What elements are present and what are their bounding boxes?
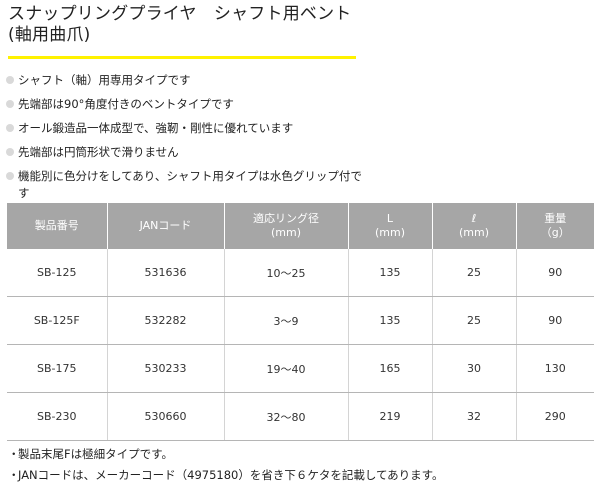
product-title-line2: (軸用曲爪) [8,25,91,45]
table-header-row: 製品番号 JANコード 適応リング径 (mm) L (mm) ℓ (mm) 重量 （g） [7,203,594,249]
note-item: ・製品末尾Fは極細タイプです。 [8,445,593,463]
feature-list: シャフト（軸）用専用タイプです 先端部は90°角度付きのベントタイプです オール… [6,72,586,209]
feature-text: 機能別に色分けをしてあり、シャフト用タイプは水色グリップ付です [18,169,362,200]
cell-length-l: 135 [348,296,433,345]
header-product-number: 製品番号 [7,203,108,249]
feature-text: 先端部は円筒形状で滑りません [18,145,179,159]
table-row: SB-230 530660 32～80 219 32 290 [7,392,594,441]
cell-length-l: 165 [348,344,433,393]
bullet-dot-icon [6,76,14,84]
header-ring-diameter: 適応リング径 (mm) [224,203,349,249]
cell-ring-diameter: 32～80 [224,392,349,441]
cell-length-l: 135 [348,249,433,297]
header-unit: （g） [540,226,570,239]
bullet-dot-icon [6,100,14,108]
header-unit: (mm) [374,226,405,239]
header-label: 適応リング径 [253,212,319,225]
cell-tip-length: 30 [432,344,517,393]
note-bullet: ・ [8,468,20,482]
header-unit: (mm) [458,226,489,239]
cell-jan-code: 531636 [107,249,225,297]
cell-ring-diameter: 10～25 [224,249,349,297]
header-length-l: L (mm) [348,203,433,249]
title-underline [8,56,356,59]
header-weight: 重量 （g） [516,203,594,249]
feature-item: 機能別に色分けをしてあり、シャフト用タイプは水色グリップ付です [6,168,373,202]
cell-length-l: 219 [348,392,433,441]
feature-item: シャフト（軸）用専用タイプです [6,72,586,89]
feature-item: 先端部は90°角度付きのベントタイプです [6,96,586,113]
note-bullet: ・ [8,447,20,461]
header-label: L [386,212,394,225]
feature-item: オール鍛造品一体成型で、強靭・剛性に優れています [6,120,586,137]
feature-item: 先端部は円筒形状で滑りません [6,144,586,161]
table-row: SB-125F 532282 3～9 135 25 90 [7,296,594,345]
spec-table: 製品番号 JANコード 適応リング径 (mm) L (mm) ℓ (mm) 重量 （g）… [7,203,594,441]
cell-tip-length: 25 [432,249,517,297]
cell-weight: 90 [516,296,594,345]
cell-weight: 290 [516,392,594,441]
bullet-dot-icon [6,148,14,156]
cell-ring-diameter: 3～9 [224,296,349,345]
feature-text: シャフト（軸）用専用タイプです [18,73,191,87]
note-item: ・JANコードは、メーカーコード（4975180）を省き下６ケタを記載してありま… [8,466,593,484]
cell-tip-length: 32 [432,392,517,441]
table-row: SB-175 530233 19～40 165 30 130 [7,344,594,393]
header-label: 重量 [544,212,567,225]
cell-jan-code: 532282 [107,296,225,345]
cell-tip-length: 25 [432,296,517,345]
cell-product-number: SB-230 [7,392,108,441]
cell-jan-code: 530233 [107,344,225,393]
cell-weight: 90 [516,249,594,297]
cell-jan-code: 530660 [107,392,225,441]
header-unit: (mm) [270,226,301,239]
header-label: ℓ [471,212,477,225]
feature-text: 先端部は90°角度付きのベントタイプです [18,97,234,111]
note-text: JANコードは、メーカーコード（4975180）を省き下６ケタを記載してあります… [18,468,444,482]
header-tip-length: ℓ (mm) [432,203,517,249]
cell-ring-diameter: 19～40 [224,344,349,393]
notes-list: ・製品末尾Fは極細タイプです。 ・JANコードは、メーカーコード（4975180… [8,445,593,487]
cell-weight: 130 [516,344,594,393]
note-text: 製品末尾Fは極細タイプです。 [18,447,173,461]
header-label: JANコード [139,219,192,232]
feature-text: オール鍛造品一体成型で、強靭・剛性に優れています [18,121,294,135]
cell-product-number: SB-125 [7,249,108,297]
product-title: スナップリングプライヤ シャフト用ベント (軸用曲爪) [8,4,568,46]
product-title-line1: スナップリングプライヤ シャフト用ベント [8,4,352,24]
header-jan-code: JANコード [107,203,225,249]
bullet-dot-icon [6,172,14,180]
table-row: SB-125 531636 10～25 135 25 90 [7,249,594,297]
bullet-dot-icon [6,124,14,132]
cell-product-number: SB-175 [7,344,108,393]
cell-product-number: SB-125F [7,296,108,345]
header-label: 製品番号 [34,219,79,232]
